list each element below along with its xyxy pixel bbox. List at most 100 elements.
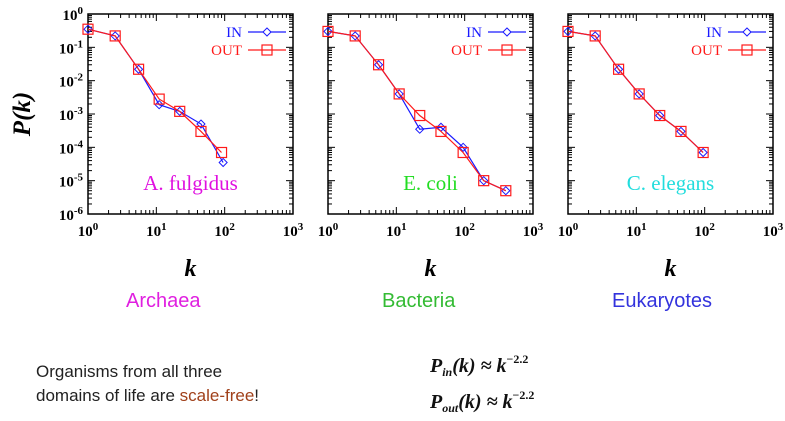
eq-in-subscript: in — [442, 365, 453, 379]
data-point-out — [457, 146, 469, 159]
data-point-in — [698, 147, 708, 158]
eq-out-exponent: −2.2 — [512, 388, 535, 402]
data-point-out — [414, 109, 426, 122]
data-point-out — [132, 63, 145, 75]
data-point-out — [174, 105, 186, 117]
data-point-out — [500, 185, 512, 197]
chart-area: 100 101 102 103 10-6 10-5 10-4 10-3 10-2 10-1 100 k… — [9, 5, 784, 282]
data-point-out — [195, 125, 207, 138]
data-point-in — [613, 64, 624, 74]
x-tick-label: 101 — [146, 221, 167, 240]
data-point-out — [697, 146, 709, 159]
chart-panel-0: 100 101 102 103 10-6 10-5 10-4 10-3 10-2 10-1 100 k… — [9, 5, 304, 282]
data-point-in — [350, 31, 360, 41]
data-point-out — [372, 59, 385, 71]
series-line-out — [327, 30, 507, 192]
data-point-in — [394, 89, 404, 99]
x-tick-label: 102 — [694, 221, 715, 240]
legend-label-in: IN — [226, 25, 242, 41]
x-tick-label: 100 — [78, 221, 99, 240]
data-point-out — [349, 30, 361, 42]
data-point-in — [634, 89, 644, 99]
data-point-in — [415, 124, 425, 134]
footer-text: Organisms from all three domains of life… — [36, 360, 259, 408]
data-point-in — [373, 60, 384, 70]
data-point-out — [322, 25, 334, 38]
data-point-in — [655, 110, 665, 121]
x-tick-label: 101 — [386, 221, 407, 240]
x-tick-label: 102 — [454, 221, 475, 240]
data-point-out — [215, 146, 228, 159]
data-point-in — [218, 157, 228, 168]
series-line-in — [87, 28, 224, 163]
y-tick-label: 10-1 — [59, 38, 83, 57]
data-point-out — [435, 125, 447, 138]
data-point-in — [110, 31, 120, 41]
y-tick-label: 10-3 — [59, 105, 84, 124]
eq-in-argument: (k) ≈ k — [452, 355, 507, 377]
x-axis-label: k — [425, 256, 437, 282]
data-point-in — [133, 64, 144, 74]
legend-marker-out — [741, 44, 753, 56]
footer-line-1: Organisms from all three — [36, 362, 223, 381]
data-point-in — [323, 26, 333, 37]
data-point-in — [563, 26, 573, 37]
data-point-out — [153, 93, 165, 105]
eq-out-subscript: out — [442, 401, 459, 415]
x-tick-label: 102 — [214, 221, 235, 240]
data-point-in — [479, 175, 489, 186]
y-tick-label: 10-4 — [59, 138, 84, 157]
equation-in: Pin(k) ≈ k−2.2 — [430, 352, 528, 380]
chart-panel-1: 100 101 102 103 k E. coli IN OUT — [318, 13, 544, 282]
data-point-out — [675, 125, 687, 138]
x-tick-label: 103 — [283, 221, 304, 240]
data-point-in — [590, 31, 600, 41]
eq-in-exponent: −2.2 — [506, 352, 529, 366]
x-tick-label: 101 — [626, 221, 647, 240]
eq-in-symbol: P — [430, 355, 443, 377]
data-point-out — [393, 88, 405, 100]
legend-marker-out — [501, 44, 513, 56]
series-line-out — [567, 30, 704, 153]
eq-out-symbol: P — [430, 391, 443, 413]
data-point-out — [82, 23, 94, 35]
species-annotation: C. elegans — [627, 171, 714, 195]
data-point-out — [109, 30, 121, 42]
panel-title-eukaryotes: Eukaryotes — [612, 290, 713, 312]
legend-label-out: OUT — [691, 43, 722, 59]
footer-line-2-suffix: ! — [254, 386, 260, 405]
y-tick-label: 10-6 — [59, 205, 84, 224]
x-tick-label: 100 — [558, 221, 579, 240]
series-line-out — [87, 28, 222, 153]
y-tick-label: 10-5 — [59, 172, 84, 191]
chart-panel-2: 100 101 102 103 k C. elegans IN OUT — [558, 13, 784, 282]
x-axis-label: k — [665, 256, 677, 282]
scale-free-highlight: scale-free — [179, 386, 255, 405]
series-line-in — [567, 30, 704, 153]
data-point-out — [654, 109, 666, 122]
data-point-out — [589, 30, 601, 42]
data-point-in — [501, 185, 511, 196]
y-axis-label: P(k) — [9, 92, 36, 137]
data-point-in — [83, 24, 93, 34]
legend-label-in: IN — [466, 25, 482, 41]
panel-title-bacteria: Bacteria — [382, 290, 456, 312]
legend-label-in: IN — [706, 25, 722, 41]
footer-line-2: domains of life are scale-free! — [36, 384, 259, 408]
legend-label-out: OUT — [451, 43, 482, 59]
species-annotation: E. coli — [403, 171, 458, 195]
x-tick-label: 103 — [763, 221, 784, 240]
species-annotation: A. fulgidus — [143, 171, 238, 195]
legend-marker-in — [742, 27, 752, 37]
data-point-in — [196, 119, 206, 129]
footer-line-2-prefix: domains of life are — [36, 386, 180, 405]
eq-out-argument: (k) ≈ k — [458, 391, 513, 413]
data-point-out — [562, 25, 574, 38]
legend-marker-in — [262, 27, 272, 37]
x-tick-label: 103 — [523, 221, 544, 240]
x-axis-label: k — [185, 256, 197, 282]
y-tick-label: 10-2 — [59, 72, 84, 91]
legend-marker-out — [261, 44, 273, 56]
data-point-in — [458, 142, 468, 153]
data-point-in — [154, 100, 164, 110]
